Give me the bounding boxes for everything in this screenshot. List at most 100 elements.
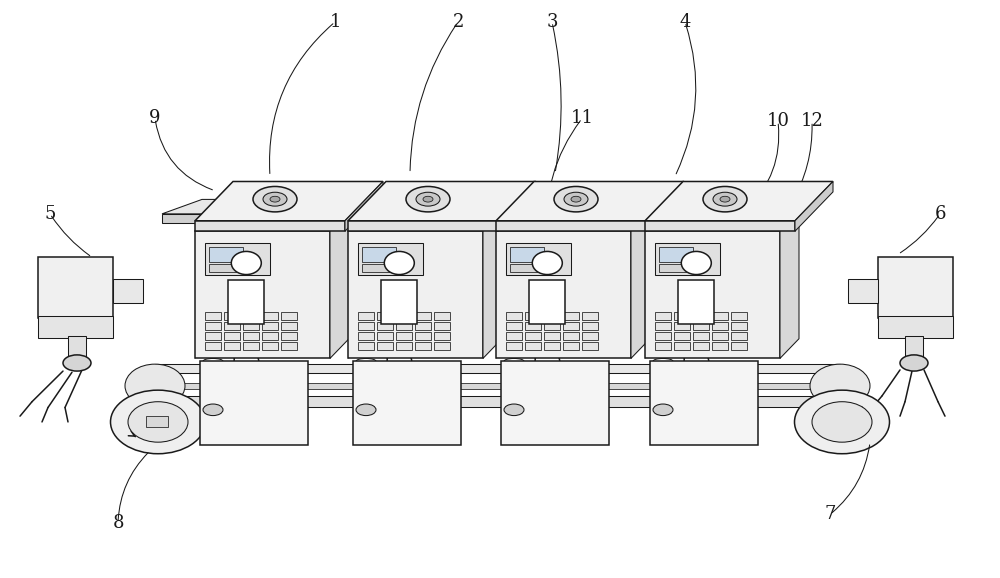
- Bar: [525, 322, 541, 330]
- Bar: [205, 332, 221, 340]
- Bar: [224, 342, 240, 350]
- Circle shape: [554, 187, 598, 212]
- Bar: [415, 322, 431, 330]
- Ellipse shape: [812, 402, 872, 442]
- Bar: [544, 322, 560, 330]
- Bar: [501, 361, 609, 445]
- Text: 3: 3: [546, 13, 558, 31]
- Bar: [205, 312, 221, 320]
- Bar: [563, 332, 579, 340]
- Circle shape: [703, 187, 747, 212]
- Circle shape: [63, 355, 91, 371]
- Bar: [377, 312, 393, 320]
- Ellipse shape: [231, 251, 261, 275]
- Bar: [678, 280, 714, 324]
- Bar: [205, 342, 221, 350]
- Bar: [506, 342, 522, 350]
- Bar: [358, 342, 374, 350]
- Bar: [38, 257, 113, 318]
- Bar: [525, 312, 541, 320]
- Circle shape: [571, 197, 581, 202]
- Bar: [693, 322, 709, 330]
- Polygon shape: [345, 181, 383, 231]
- Polygon shape: [795, 181, 833, 231]
- Circle shape: [900, 355, 928, 371]
- Text: 1: 1: [329, 13, 341, 31]
- Bar: [396, 332, 412, 340]
- Bar: [348, 231, 483, 358]
- Bar: [563, 312, 579, 320]
- Text: 10: 10: [767, 112, 790, 131]
- Circle shape: [713, 192, 737, 206]
- Bar: [377, 322, 393, 330]
- Bar: [162, 214, 800, 223]
- Text: 6: 6: [934, 205, 946, 223]
- Circle shape: [406, 187, 450, 212]
- Bar: [377, 342, 393, 350]
- Bar: [243, 322, 259, 330]
- Bar: [655, 243, 720, 275]
- Bar: [693, 332, 709, 340]
- Bar: [674, 312, 690, 320]
- Bar: [434, 322, 450, 330]
- Bar: [731, 332, 747, 340]
- Bar: [195, 231, 330, 358]
- Circle shape: [416, 192, 440, 206]
- Bar: [381, 280, 417, 324]
- Bar: [68, 336, 86, 360]
- Text: 8: 8: [112, 514, 124, 532]
- Bar: [563, 322, 579, 330]
- Bar: [506, 332, 522, 340]
- Bar: [155, 364, 840, 373]
- Bar: [415, 342, 431, 350]
- Bar: [415, 312, 431, 320]
- Bar: [544, 332, 560, 340]
- Ellipse shape: [384, 251, 414, 275]
- Bar: [262, 312, 278, 320]
- Bar: [582, 312, 598, 320]
- Circle shape: [203, 404, 223, 416]
- Bar: [243, 332, 259, 340]
- Polygon shape: [780, 212, 799, 358]
- Bar: [510, 247, 544, 262]
- Bar: [243, 312, 259, 320]
- Polygon shape: [483, 212, 502, 358]
- Bar: [358, 322, 374, 330]
- Bar: [415, 332, 431, 340]
- Bar: [434, 332, 450, 340]
- Bar: [281, 342, 297, 350]
- Bar: [712, 322, 728, 330]
- Text: 7: 7: [824, 505, 836, 524]
- Bar: [377, 332, 393, 340]
- Polygon shape: [498, 181, 536, 231]
- Bar: [209, 247, 243, 262]
- Circle shape: [504, 404, 524, 416]
- Polygon shape: [348, 181, 536, 221]
- Bar: [396, 342, 412, 350]
- Polygon shape: [646, 181, 684, 231]
- Bar: [645, 231, 780, 358]
- Bar: [353, 361, 461, 445]
- Bar: [262, 332, 278, 340]
- Polygon shape: [162, 199, 820, 214]
- Bar: [224, 322, 240, 330]
- Bar: [848, 279, 878, 303]
- Bar: [506, 312, 522, 320]
- Ellipse shape: [681, 251, 711, 275]
- Bar: [582, 332, 598, 340]
- Ellipse shape: [794, 390, 890, 454]
- Bar: [205, 322, 221, 330]
- Ellipse shape: [532, 251, 562, 275]
- Bar: [200, 361, 308, 445]
- Bar: [582, 342, 598, 350]
- Bar: [281, 312, 297, 320]
- Bar: [693, 342, 709, 350]
- Bar: [878, 257, 953, 318]
- Bar: [655, 322, 671, 330]
- Bar: [674, 342, 690, 350]
- Bar: [362, 264, 396, 272]
- Polygon shape: [195, 221, 345, 231]
- Bar: [731, 312, 747, 320]
- Bar: [655, 342, 671, 350]
- Bar: [544, 312, 560, 320]
